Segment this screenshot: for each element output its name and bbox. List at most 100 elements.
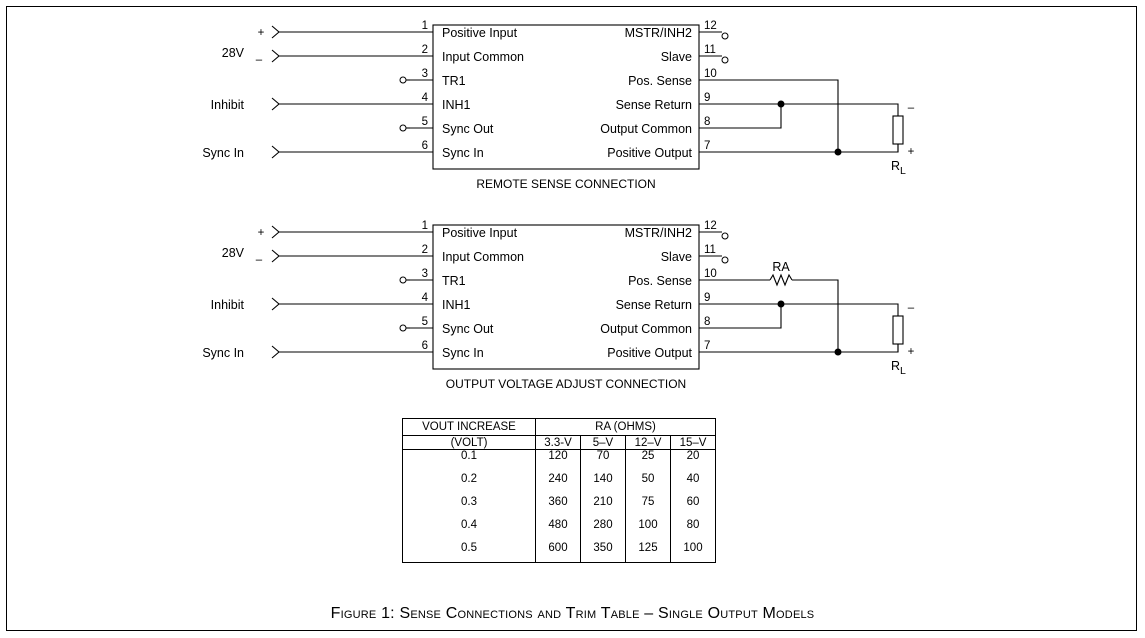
vout-cell: 0.4 <box>402 519 536 542</box>
pin-label: Slave <box>661 250 692 264</box>
junction-dot <box>834 148 842 156</box>
output-common-wire <box>722 304 782 329</box>
load-resistor <box>892 115 904 145</box>
ra-group-header: RA (OHMS) <box>535 418 716 436</box>
junction-dot <box>834 348 842 356</box>
pin-label: Pos. Sense <box>628 274 692 288</box>
open-terminal <box>399 324 407 332</box>
pin-label: Positive Input <box>442 26 518 40</box>
table-row: 0.3 360 210 75 60 <box>402 496 716 519</box>
ra-value-cell: 360 <box>535 496 581 519</box>
supply-voltage-label: 28V <box>222 246 245 260</box>
pin-number: 2 <box>422 244 428 256</box>
pin-label: Positive Output <box>607 146 692 160</box>
pin-label: Input Common <box>442 50 524 64</box>
table-row: 0.2 240 140 50 40 <box>402 473 716 496</box>
pin-number: 6 <box>422 340 428 352</box>
junction-dot <box>777 300 785 308</box>
pin-number: 11 <box>704 44 716 56</box>
load-plus-sign: + <box>908 146 915 158</box>
pin-label: Positive Input <box>442 226 518 240</box>
plus-sign: + <box>258 227 265 239</box>
input-arrow <box>271 225 280 239</box>
ra-value-cell: 60 <box>670 496 716 519</box>
pin-number: 4 <box>422 292 429 304</box>
figure-caption: Figure 1: Sense Connections and Trim Tab… <box>330 605 815 622</box>
pin-label: INH1 <box>442 298 471 312</box>
minus-sign: – <box>256 254 263 266</box>
ra-label: RA <box>772 260 790 274</box>
ra-value-cell: 80 <box>670 519 716 542</box>
schematic-area: Positive Input 1 Input Common 2 TR1 3 INH1 4 Syn… <box>202 20 915 391</box>
output-common-wire <box>722 104 782 129</box>
load-resistor <box>892 315 904 345</box>
ra-value-cell: 100 <box>670 542 716 563</box>
input-arrow <box>271 345 280 359</box>
ra-value-cell: 125 <box>625 542 671 563</box>
open-terminal <box>399 124 407 132</box>
pin-number: 7 <box>704 340 710 352</box>
pin-number: 11 <box>704 244 716 256</box>
ra-value-cell: 210 <box>580 496 626 519</box>
ra-value-cell: 600 <box>535 542 581 563</box>
pin-label: Sync Out <box>442 122 494 136</box>
pin-number: 3 <box>422 68 428 80</box>
converter-module-box <box>432 224 700 370</box>
pin-label: Sync Out <box>442 322 494 336</box>
ra-value-cell: 100 <box>625 519 671 542</box>
vout-cell: 0.2 <box>402 473 536 496</box>
pin-label: TR1 <box>442 274 466 288</box>
pin-label: Pos. Sense <box>628 74 692 88</box>
pin-number: 1 <box>422 20 428 32</box>
pin-label: Sync In <box>442 346 484 360</box>
table-row: 0.1 120 70 25 20 <box>402 449 716 473</box>
figure-frame <box>6 6 1137 631</box>
ra-value-cell: 350 <box>580 542 626 563</box>
vout-header: VOUT INCREASE <box>402 418 536 436</box>
vout-cell: 0.3 <box>402 496 536 519</box>
sense-return-wire <box>722 103 899 116</box>
pin-number: 12 <box>704 220 717 232</box>
minus-sign: – <box>256 54 263 66</box>
load-minus-sign: – <box>908 302 915 314</box>
pin-label: INH1 <box>442 98 471 112</box>
pin-label: Sense Return <box>616 298 692 312</box>
positive-output-wire <box>722 143 899 153</box>
inhibit-label: Inhibit <box>211 298 245 312</box>
col-header: 3.3-V <box>535 435 581 450</box>
ra-value-cell: 70 <box>580 449 626 473</box>
vout-unit-header: (VOLT) <box>402 435 536 450</box>
pin-label: Output Common <box>600 322 692 336</box>
pin-number: 6 <box>422 140 428 152</box>
open-terminal <box>721 232 729 240</box>
ra-value-cell: 280 <box>580 519 626 542</box>
ra-value-cell: 40 <box>670 473 716 496</box>
load-label: RL <box>891 359 906 377</box>
pin-number: 7 <box>704 140 710 152</box>
col-header: 15–V <box>670 435 716 450</box>
pin-label: TR1 <box>442 74 466 88</box>
table-row: 0.4 480 280 100 80 <box>402 519 716 542</box>
positive-output-wire <box>722 343 899 353</box>
pin-label: Positive Output <box>607 346 692 360</box>
pin-label: MSTR/INH2 <box>625 226 692 240</box>
sync-in-label: Sync In <box>202 346 244 360</box>
input-arrow <box>271 145 280 159</box>
ra-value-cell: 120 <box>535 449 581 473</box>
open-terminal <box>399 276 407 284</box>
pin-number: 10 <box>704 268 717 280</box>
schematic-remote-sense: Positive Input 1 Input Common 2 TR1 3 INH1 4 Syn… <box>202 20 914 191</box>
pin-number: 1 <box>422 220 428 232</box>
col-header: 5–V <box>580 435 626 450</box>
load-label-sub: L <box>900 365 906 377</box>
supply-voltage-label: 28V <box>222 46 245 60</box>
load-label-main: R <box>891 159 900 173</box>
pin-number: 5 <box>422 316 428 328</box>
converter-module-box <box>432 24 700 170</box>
plus-sign: + <box>258 27 265 39</box>
input-arrow <box>271 25 280 39</box>
ra-value-cell: 240 <box>535 473 581 496</box>
table-row: 0.5 600 350 125 100 <box>402 542 716 563</box>
pin-label: Input Common <box>442 250 524 264</box>
pos-sense-wire <box>792 279 839 352</box>
